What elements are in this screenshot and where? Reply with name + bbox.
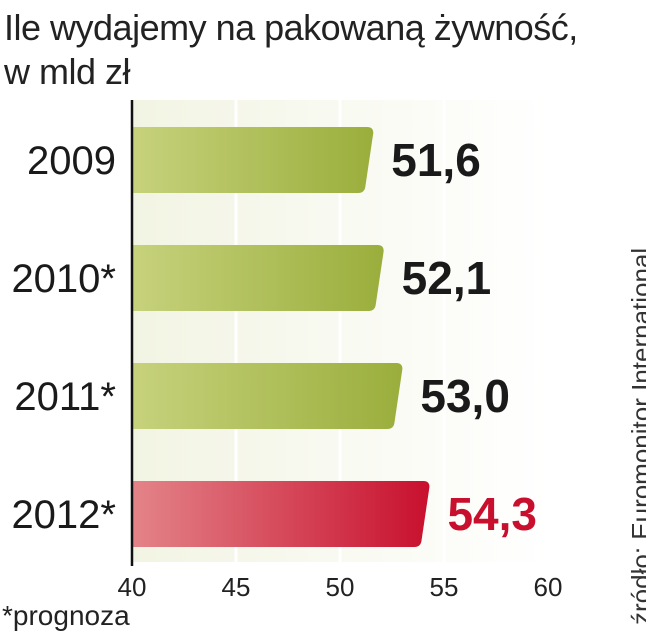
- category-label: 2012*: [11, 493, 116, 537]
- category-label: 2011*: [14, 375, 116, 419]
- bar-2009: [132, 127, 374, 193]
- x-tick-label: 45: [222, 572, 251, 602]
- chart-title-line1: Ile wydajemy na pakowaną żywność,: [4, 7, 578, 48]
- category-label: 2010*: [11, 257, 116, 301]
- x-tick-label: 50: [326, 572, 355, 602]
- source-note: źródło: Euromonitor International: [626, 247, 646, 625]
- chart-subtitle: w mld zł: [4, 51, 131, 92]
- bar-2011: [132, 363, 403, 429]
- x-tick-label: 40: [118, 572, 147, 602]
- x-tick-label: 55: [430, 572, 459, 602]
- value-label: 51,6: [391, 134, 481, 186]
- bar-2010: [132, 245, 384, 311]
- category-label: 2009: [27, 139, 116, 183]
- footnote: *prognoza: [2, 600, 130, 631]
- value-label: 54,3: [447, 488, 537, 540]
- value-label: 53,0: [420, 370, 510, 422]
- bar-2012: [132, 481, 430, 547]
- x-tick-label: 60: [534, 572, 563, 602]
- value-label: 52,1: [402, 252, 492, 304]
- labels: 40 45 50 55 60 2009 51,6 2010* 52,1 2011* 53,0 2012…: [11, 134, 562, 602]
- chart-title: Ile wydajemy na pakowaną żywność, w mld …: [4, 6, 604, 94]
- bars: [132, 127, 430, 547]
